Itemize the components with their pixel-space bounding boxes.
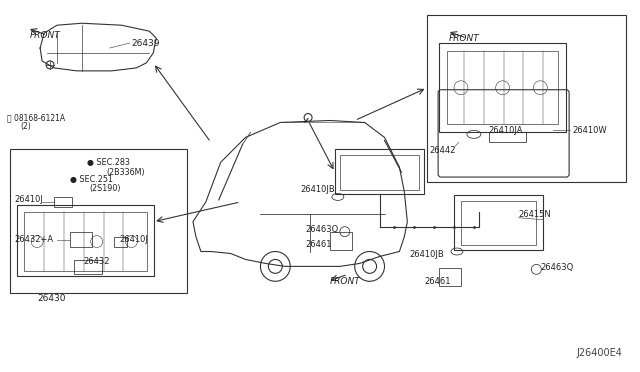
Text: 26410J: 26410J (120, 235, 148, 244)
Text: 26410J: 26410J (14, 195, 43, 204)
Bar (489, 132, 527, 142)
Text: 26461: 26461 (305, 240, 332, 249)
Bar (461, 201, 536, 244)
Text: FRONT: FRONT (330, 277, 361, 286)
Bar (335, 149, 424, 194)
Text: 26410JA: 26410JA (489, 126, 524, 135)
Text: ● SEC.251: ● SEC.251 (70, 174, 113, 183)
Text: ● SEC.283: ● SEC.283 (87, 158, 130, 167)
Text: 26415N: 26415N (518, 210, 551, 219)
Bar (54, 197, 72, 207)
Text: (2): (2) (20, 122, 31, 131)
Text: 26463Q: 26463Q (540, 263, 573, 272)
Text: FRONT: FRONT (30, 31, 61, 40)
Text: 26432: 26432 (84, 257, 110, 266)
Bar (17, 205, 154, 276)
Bar (10, 149, 187, 293)
Text: FRONT: FRONT (449, 33, 480, 43)
Text: 26461: 26461 (424, 277, 451, 286)
Text: 26439: 26439 (131, 39, 160, 48)
Bar (447, 51, 558, 125)
Text: 26410JB: 26410JB (410, 250, 444, 259)
Text: 26432+A: 26432+A (14, 235, 53, 244)
Bar (454, 195, 543, 250)
Bar (439, 43, 566, 132)
Text: 26410JB: 26410JB (300, 186, 335, 195)
Text: 26410W: 26410W (572, 126, 607, 135)
Bar (427, 15, 626, 182)
Text: 26430: 26430 (37, 294, 66, 303)
Text: 26463Q: 26463Q (305, 225, 339, 234)
Text: J26400E4: J26400E4 (577, 348, 623, 358)
Text: ⒱ 08168-6121A: ⒱ 08168-6121A (7, 113, 65, 122)
Bar (439, 268, 461, 286)
Bar (340, 155, 419, 190)
Bar (330, 232, 352, 250)
Text: (2S190): (2S190) (90, 185, 121, 193)
Bar (113, 237, 127, 247)
Bar (74, 260, 102, 274)
Bar (70, 232, 92, 247)
Bar (24, 212, 147, 271)
Text: 26442: 26442 (429, 146, 456, 155)
Text: (2B336M): (2B336M) (107, 168, 145, 177)
